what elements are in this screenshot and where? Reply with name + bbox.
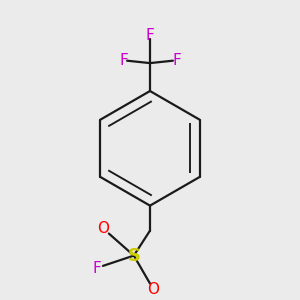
Text: S: S — [127, 247, 140, 265]
Text: F: F — [119, 53, 128, 68]
Text: F: F — [172, 53, 181, 68]
Text: F: F — [146, 28, 154, 43]
Text: F: F — [92, 261, 101, 276]
Text: O: O — [147, 283, 159, 298]
Text: O: O — [98, 221, 110, 236]
